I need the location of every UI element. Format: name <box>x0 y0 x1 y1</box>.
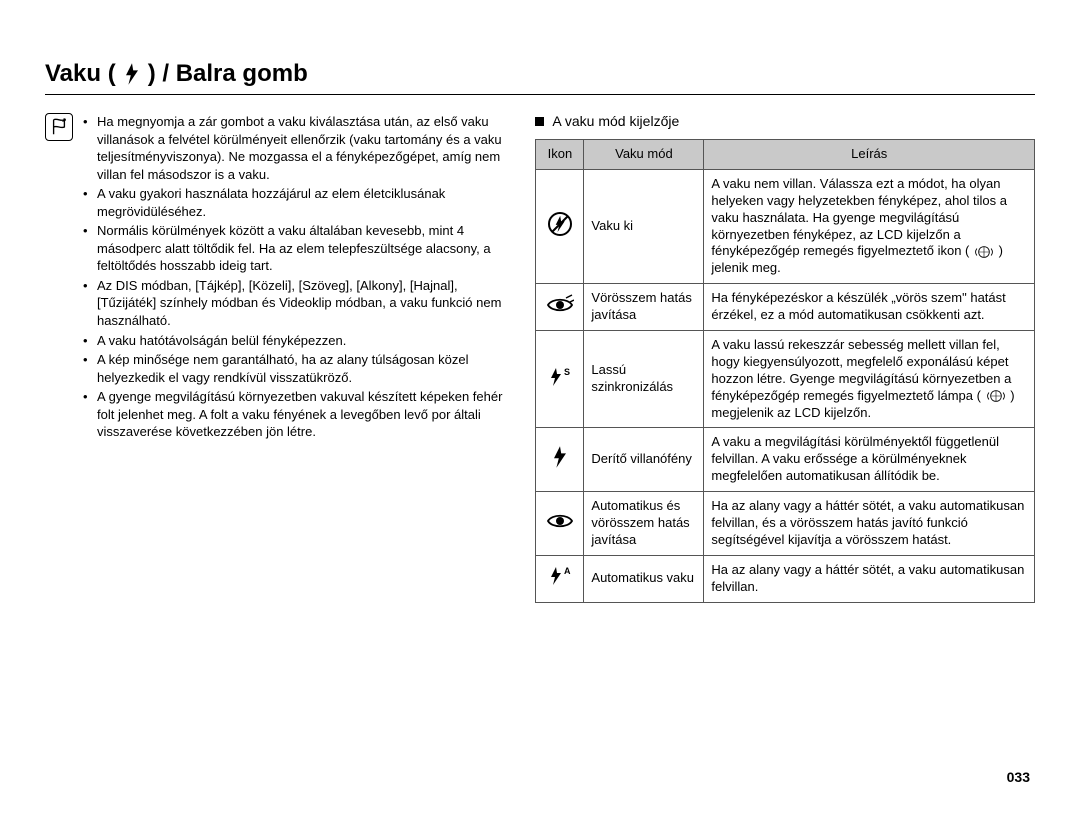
table-row: Vaku ki A vaku nem villan. Válassza ezt … <box>536 169 1035 283</box>
mode-label: Automatikus és vörösszem hatás javítása <box>584 492 704 556</box>
note-item: Az DIS módban, [Tájkép], [Közeli], [Szöv… <box>83 277 505 330</box>
mode-desc: Ha az alany vagy a háttér sötét, a vaku … <box>704 492 1035 556</box>
title-suffix: ) / Balra gomb <box>148 60 308 88</box>
mode-desc: Ha az alany vagy a háttér sötét, a vaku … <box>704 555 1035 602</box>
th-icon: Ikon <box>536 140 584 170</box>
mode-label: Derítő villanófény <box>584 428 704 492</box>
mode-desc: Ha fényképezéskor a készülék „vörös szem… <box>704 284 1035 331</box>
mode-label: Vaku ki <box>584 169 704 283</box>
table-row: Derítő villanófény A vaku a megvilágítás… <box>536 428 1035 492</box>
content-columns: Ha megnyomja a zár gombot a vaku kiválas… <box>45 113 1035 603</box>
auto-redeye-icon <box>536 492 584 556</box>
th-mode: Vaku mód <box>584 140 704 170</box>
shake-warning-icon <box>987 388 1005 404</box>
subheading-text: A vaku mód kijelzője <box>552 113 679 129</box>
note-item: Normális körülmények között a vaku által… <box>83 222 505 275</box>
note-item: A vaku hatótávolságán belül fényképezzen… <box>83 332 505 350</box>
flash-icon <box>122 62 142 86</box>
note-list: Ha megnyomja a zár gombot a vaku kiválas… <box>83 113 505 443</box>
flash-mode-table: Ikon Vaku mód Leírás Vaku ki A vaku nem … <box>535 139 1035 603</box>
table-row: Automatikus és vörösszem hatás javítása … <box>536 492 1035 556</box>
mode-desc: A vaku lassú rekeszzár sebesség mellett … <box>704 331 1035 428</box>
note-icon <box>45 113 73 141</box>
auto-flash-icon: A <box>536 555 584 602</box>
th-desc: Leírás <box>704 140 1035 170</box>
note-item: Ha megnyomja a zár gombot a vaku kiválas… <box>83 113 505 183</box>
note-item: A kép minősége nem garantálható, ha az a… <box>83 351 505 386</box>
mode-desc: A vaku a megvilágítási körülményektől fü… <box>704 428 1035 492</box>
shake-warning-icon <box>975 244 993 260</box>
redeye-fix-icon <box>536 284 584 331</box>
mode-label: Vörösszem hatás javítása <box>584 284 704 331</box>
svg-text:A: A <box>564 566 571 576</box>
fill-flash-icon <box>536 428 584 492</box>
mode-label: Automatikus vaku <box>584 555 704 602</box>
table-row: S Lassú szinkronizálás A vaku lassú reke… <box>536 331 1035 428</box>
mode-desc: A vaku nem villan. Válassza ezt a módot,… <box>704 169 1035 283</box>
title-prefix: Vaku ( <box>45 60 116 88</box>
square-bullet-icon <box>535 117 544 126</box>
page-number: 033 <box>1007 769 1030 785</box>
slow-sync-icon: S <box>536 331 584 428</box>
table-subheading: A vaku mód kijelzője <box>535 113 1035 129</box>
table-row: A Automatikus vaku Ha az alany vagy a há… <box>536 555 1035 602</box>
note-item: A vaku gyakori használata hozzájárul az … <box>83 185 505 220</box>
right-column: A vaku mód kijelzője Ikon Vaku mód Leírá… <box>535 113 1035 603</box>
note-box: Ha megnyomja a zár gombot a vaku kiválas… <box>45 113 505 443</box>
svg-text:S: S <box>564 367 570 377</box>
table-row: Vörösszem hatás javítása Ha fényképezésk… <box>536 284 1035 331</box>
note-item: A gyenge megvilágítású környezetben vaku… <box>83 388 505 441</box>
page-title: Vaku ( ) / Balra gomb <box>45 60 1035 95</box>
left-column: Ha megnyomja a zár gombot a vaku kiválas… <box>45 113 505 603</box>
mode-label: Lassú szinkronizálás <box>584 331 704 428</box>
flash-off-icon <box>536 169 584 283</box>
